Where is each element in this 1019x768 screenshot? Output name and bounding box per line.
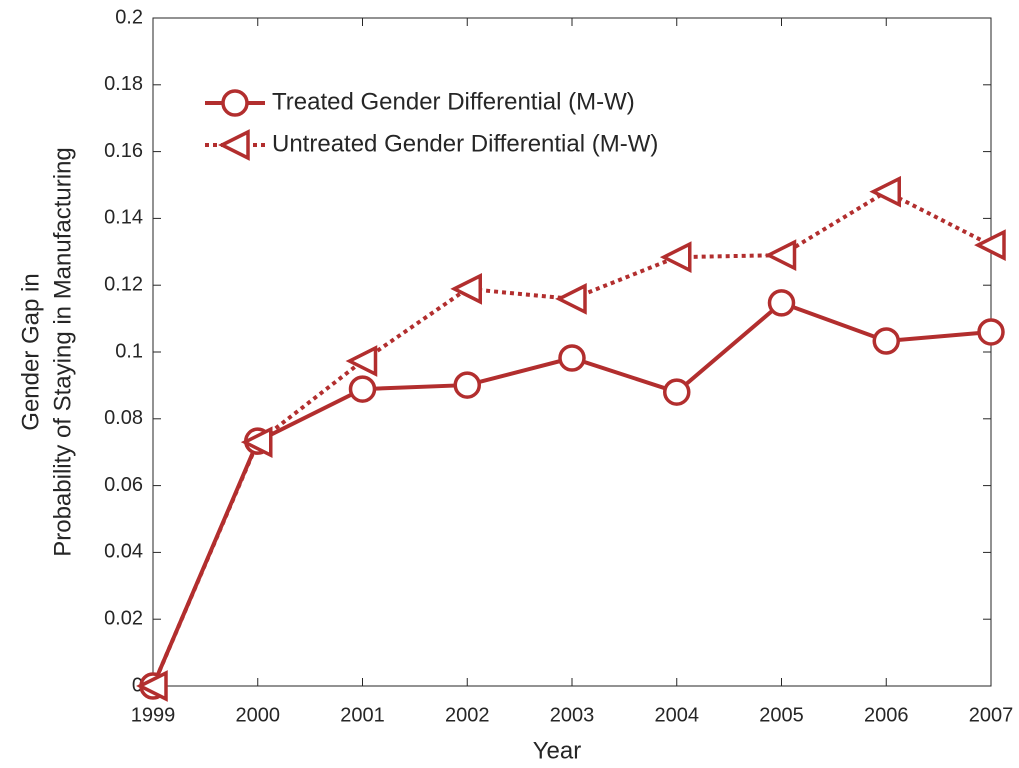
y-tick-label: 0.12 <box>104 273 143 295</box>
y-axis-label: Gender Gap in <box>17 273 44 430</box>
marker <box>221 89 249 117</box>
x-tick-label: 2000 <box>236 704 281 726</box>
marker <box>767 289 796 317</box>
marker <box>558 344 586 372</box>
x-tick-label: 2007 <box>969 704 1014 726</box>
y-tick-label: 0 <box>132 674 143 696</box>
marker <box>663 378 691 406</box>
x-tick-label: 2003 <box>550 704 595 726</box>
x-tick-label: 2001 <box>340 704 385 726</box>
marker <box>977 318 1005 346</box>
marker <box>348 375 377 403</box>
marker <box>659 241 692 273</box>
marker <box>136 670 168 702</box>
marker <box>453 371 481 399</box>
y-tick-label: 0.14 <box>104 207 143 229</box>
marker <box>764 239 797 271</box>
y-tick-label: 0.1 <box>115 340 143 362</box>
marker <box>218 129 250 161</box>
x-tick-label: 2006 <box>864 704 909 726</box>
y-axis-label: Probability of Staying in Manufacturing <box>49 147 76 557</box>
marker <box>240 426 273 459</box>
y-tick-label: 0.18 <box>104 73 143 95</box>
legend-label: Untreated Gender Differential (M-W) <box>272 130 658 157</box>
y-tick-label: 0.04 <box>104 541 143 563</box>
marker <box>450 273 482 305</box>
y-tick-label: 0.2 <box>115 6 143 28</box>
x-tick-label: 2004 <box>655 704 700 726</box>
x-tick-label: 2005 <box>759 704 804 726</box>
y-tick-label: 0.08 <box>104 407 143 429</box>
marker <box>872 327 900 355</box>
x-tick-label: 1999 <box>131 704 176 726</box>
marker <box>869 175 901 208</box>
marker <box>974 229 1006 261</box>
series-line <box>151 189 992 687</box>
y-tick-label: 0.16 <box>104 140 143 162</box>
marker <box>555 283 587 315</box>
y-tick-label: 0.06 <box>104 474 143 496</box>
y-tick-label: 0.02 <box>104 607 143 629</box>
x-tick-label: 2002 <box>445 704 490 726</box>
marker <box>345 345 378 377</box>
legend-label: Treated Gender Differential (M-W) <box>272 88 635 115</box>
x-axis-label: Year <box>533 737 582 764</box>
